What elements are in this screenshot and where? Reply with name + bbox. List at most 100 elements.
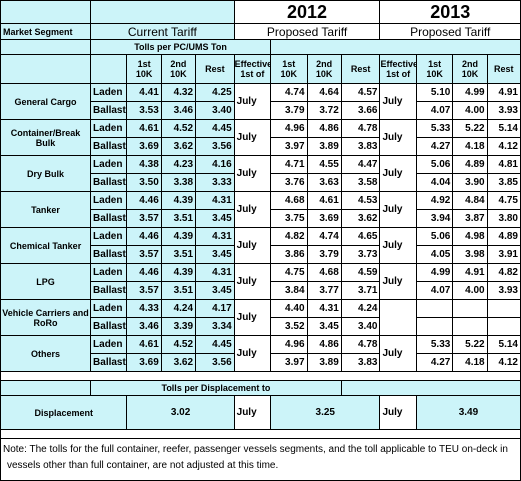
proposed-2013-value: 4.12 xyxy=(486,137,521,156)
displacement-effective-2013: July xyxy=(379,395,417,430)
col-1st-10k-header: 1st 10K xyxy=(415,54,454,84)
current-toll-value: 3.51 xyxy=(160,281,197,300)
header-blank xyxy=(0,39,92,55)
proposed-2012-value: 3.58 xyxy=(340,173,381,192)
header-blank xyxy=(0,54,92,84)
col-rest-header: Rest xyxy=(340,54,381,84)
displacement-header-row: Tolls per Displacement to xyxy=(0,380,521,396)
note-row: Note: The tolls for the full container, … xyxy=(0,438,521,481)
segment-label: Others xyxy=(0,335,92,372)
col-rest-header: Rest xyxy=(195,54,235,84)
proposed-2012-value: 4.68 xyxy=(270,191,308,210)
current-toll-value: 3.40 xyxy=(195,101,235,120)
segment-label: General Cargo xyxy=(0,83,92,120)
proposed-2012-value: 4.64 xyxy=(306,83,342,102)
current-toll-value: 4.46 xyxy=(126,191,162,210)
proposed-2013-value xyxy=(486,299,521,318)
current-toll-value: 4.52 xyxy=(160,119,197,138)
effective-month-2012: July xyxy=(233,299,272,336)
proposed-2013-value: 3.85 xyxy=(486,173,521,192)
proposed-2012-value: 3.72 xyxy=(306,101,342,120)
table-row: Container/Break Bulk Laden 4.61 4.52 4.45 Jul… xyxy=(0,119,521,156)
effective-2013-header: Effective 1st of xyxy=(379,54,417,84)
col-1st-10k-header: 1st 10K xyxy=(270,54,308,84)
proposed-2013-value xyxy=(415,299,454,318)
laden-label: Laden xyxy=(90,83,128,102)
current-toll-value: 4.16 xyxy=(195,155,235,174)
ballast-label: Ballast xyxy=(90,317,128,336)
proposed-2012-value: 4.65 xyxy=(340,227,381,246)
segment-label: Chemical Tanker xyxy=(0,227,92,264)
proposed-2013-value: 3.93 xyxy=(486,101,521,120)
current-toll-value: 4.45 xyxy=(195,119,235,138)
effective-month-2013: July xyxy=(379,119,417,156)
ballast-label: Ballast xyxy=(90,137,128,156)
proposed-2012-value: 4.47 xyxy=(340,155,381,174)
proposed-2012-value: 4.78 xyxy=(340,335,381,354)
proposed-2012-value: 4.68 xyxy=(306,263,342,282)
proposed-2013-value: 3.98 xyxy=(452,245,488,264)
proposed-2013-value xyxy=(452,299,488,318)
proposed-2012-value: 3.71 xyxy=(340,281,381,300)
ballast-label: Ballast xyxy=(90,173,128,192)
effective-month-2012: July xyxy=(233,83,272,120)
current-toll-value: 3.46 xyxy=(126,317,162,336)
header-blank-current xyxy=(90,0,235,24)
current-toll-value: 3.69 xyxy=(126,353,162,372)
proposed-2012-value: 4.78 xyxy=(340,119,381,138)
displacement-label: Displacement xyxy=(0,395,128,430)
current-toll-value: 4.31 xyxy=(195,191,235,210)
proposed-tariff-2013-header: Proposed Tariff xyxy=(379,23,521,40)
footnote: Note: The tolls for the full container, … xyxy=(0,438,521,481)
proposed-tariff-2012-header: Proposed Tariff xyxy=(233,23,381,40)
current-toll-value: 3.62 xyxy=(160,353,197,372)
displacement-header: Tolls per Displacement to xyxy=(90,380,342,396)
table-row: Ballast 3.50 3.38 3.33 3.76 3.63 3.58 4.04 3.90 3… xyxy=(1,173,521,192)
current-toll-value: 4.33 xyxy=(126,299,162,318)
current-toll-value: 4.61 xyxy=(126,335,162,354)
current-toll-value: 4.31 xyxy=(195,263,235,282)
proposed-2013-value: 4.89 xyxy=(452,155,488,174)
table-row: Dry Bulk Laden 4.38 4.23 4.16 July 4.71 4.55 4.4… xyxy=(0,155,521,192)
displacement-current-value: 3.02 xyxy=(126,395,235,430)
current-toll-value: 3.45 xyxy=(195,281,235,300)
segment-label: Container/Break Bulk xyxy=(0,119,92,156)
proposed-2012-value: 3.75 xyxy=(270,209,308,228)
current-toll-value: 3.51 xyxy=(160,245,197,264)
table-row: Ballast 3.46 3.39 3.34 3.52 3.45 3.40 xyxy=(1,317,521,336)
proposed-2012-value: 3.97 xyxy=(270,353,308,372)
proposed-2013-value: 4.91 xyxy=(452,263,488,282)
proposed-2012-value: 3.76 xyxy=(270,173,308,192)
current-toll-value: 4.38 xyxy=(126,155,162,174)
proposed-2012-value: 4.82 xyxy=(270,227,308,246)
current-toll-value: 4.41 xyxy=(126,83,162,102)
current-toll-value: 4.32 xyxy=(160,83,197,102)
current-toll-value: 4.39 xyxy=(160,191,197,210)
col-rest-header: Rest xyxy=(486,54,521,84)
proposed-2012-value: 3.97 xyxy=(270,137,308,156)
current-tariff-header: Current Tariff xyxy=(90,23,235,40)
spacer-cell xyxy=(0,371,521,381)
proposed-2013-value: 4.99 xyxy=(452,83,488,102)
current-toll-value: 3.56 xyxy=(195,353,235,372)
current-toll-value: 4.31 xyxy=(195,227,235,246)
current-toll-value: 3.51 xyxy=(160,209,197,228)
current-toll-value: 4.52 xyxy=(160,335,197,354)
ballast-label: Ballast xyxy=(90,245,128,264)
current-toll-value: 4.39 xyxy=(160,263,197,282)
proposed-2013-value: 4.27 xyxy=(415,137,454,156)
proposed-2013-value: 4.81 xyxy=(486,155,521,174)
effective-month-2013: July xyxy=(379,335,417,372)
proposed-2013-value: 4.18 xyxy=(452,137,488,156)
laden-label: Laden xyxy=(90,119,128,138)
proposed-2012-value: 4.71 xyxy=(270,155,308,174)
segment-label: Tanker xyxy=(0,191,92,228)
effective-month-2012: July xyxy=(233,155,272,192)
current-toll-value: 3.57 xyxy=(126,245,162,264)
current-toll-value: 3.57 xyxy=(126,209,162,228)
tolls-per-pc-header: Tolls per PC/UMS Ton xyxy=(90,39,272,55)
current-toll-value: 3.53 xyxy=(126,101,162,120)
proposed-2012-value: 4.61 xyxy=(306,191,342,210)
effective-month-2013: July xyxy=(379,227,417,264)
